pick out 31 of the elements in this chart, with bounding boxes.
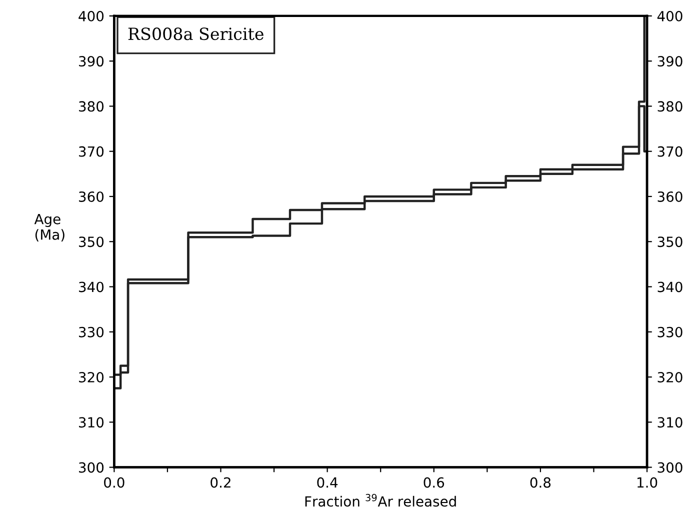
y2-tick-label: 320 — [658, 372, 682, 382]
y-tick-label: 340 — [79, 282, 104, 292]
y2-tick-label: 400 — [657, 10, 682, 22]
y2-tick-label: 350 — [658, 236, 682, 248]
y-tick-label: 390 — [79, 56, 104, 67]
x-tick-label: 0.0 — [104, 477, 124, 488]
y2-tick-label: 360 — [658, 191, 682, 202]
y-tick-label: 300 — [79, 462, 104, 473]
x-axis-title: Fraction $^{39}$Ar released — [305, 494, 456, 507]
y-tick-label: 360 — [79, 191, 104, 202]
x-tick-label: 0.4 — [317, 477, 338, 488]
y2-tick-label: 310 — [658, 417, 682, 428]
y-tick-label: 380 — [79, 101, 104, 112]
y-tick-label: 320 — [79, 372, 104, 382]
x-tick-label: 0.8 — [530, 477, 551, 488]
x-tick-label: 1.0 — [638, 477, 658, 488]
x-tick-label: 0.2 — [210, 477, 230, 488]
y-tick-label: 350 — [79, 236, 104, 248]
y2-tick-label: 300 — [658, 462, 682, 473]
x-tick-label: 0.6 — [424, 477, 444, 488]
y2-tick-label: 390 — [658, 56, 682, 67]
y2-tick-label: 370 — [658, 146, 682, 157]
y-tick-label: 400 — [78, 10, 104, 22]
y2-tick-label: 380 — [658, 101, 682, 112]
y-tick-label: 370 — [79, 146, 104, 157]
y2-tick-label: 340 — [658, 282, 682, 292]
text: RS008a Sericite — [128, 28, 264, 40]
y-tick-label: 330 — [79, 326, 104, 338]
y2-tick-label: 330 — [658, 326, 682, 338]
y-tick-label: 310 — [79, 417, 104, 428]
y-axis-title: Age (Ma) — [34, 214, 64, 242]
